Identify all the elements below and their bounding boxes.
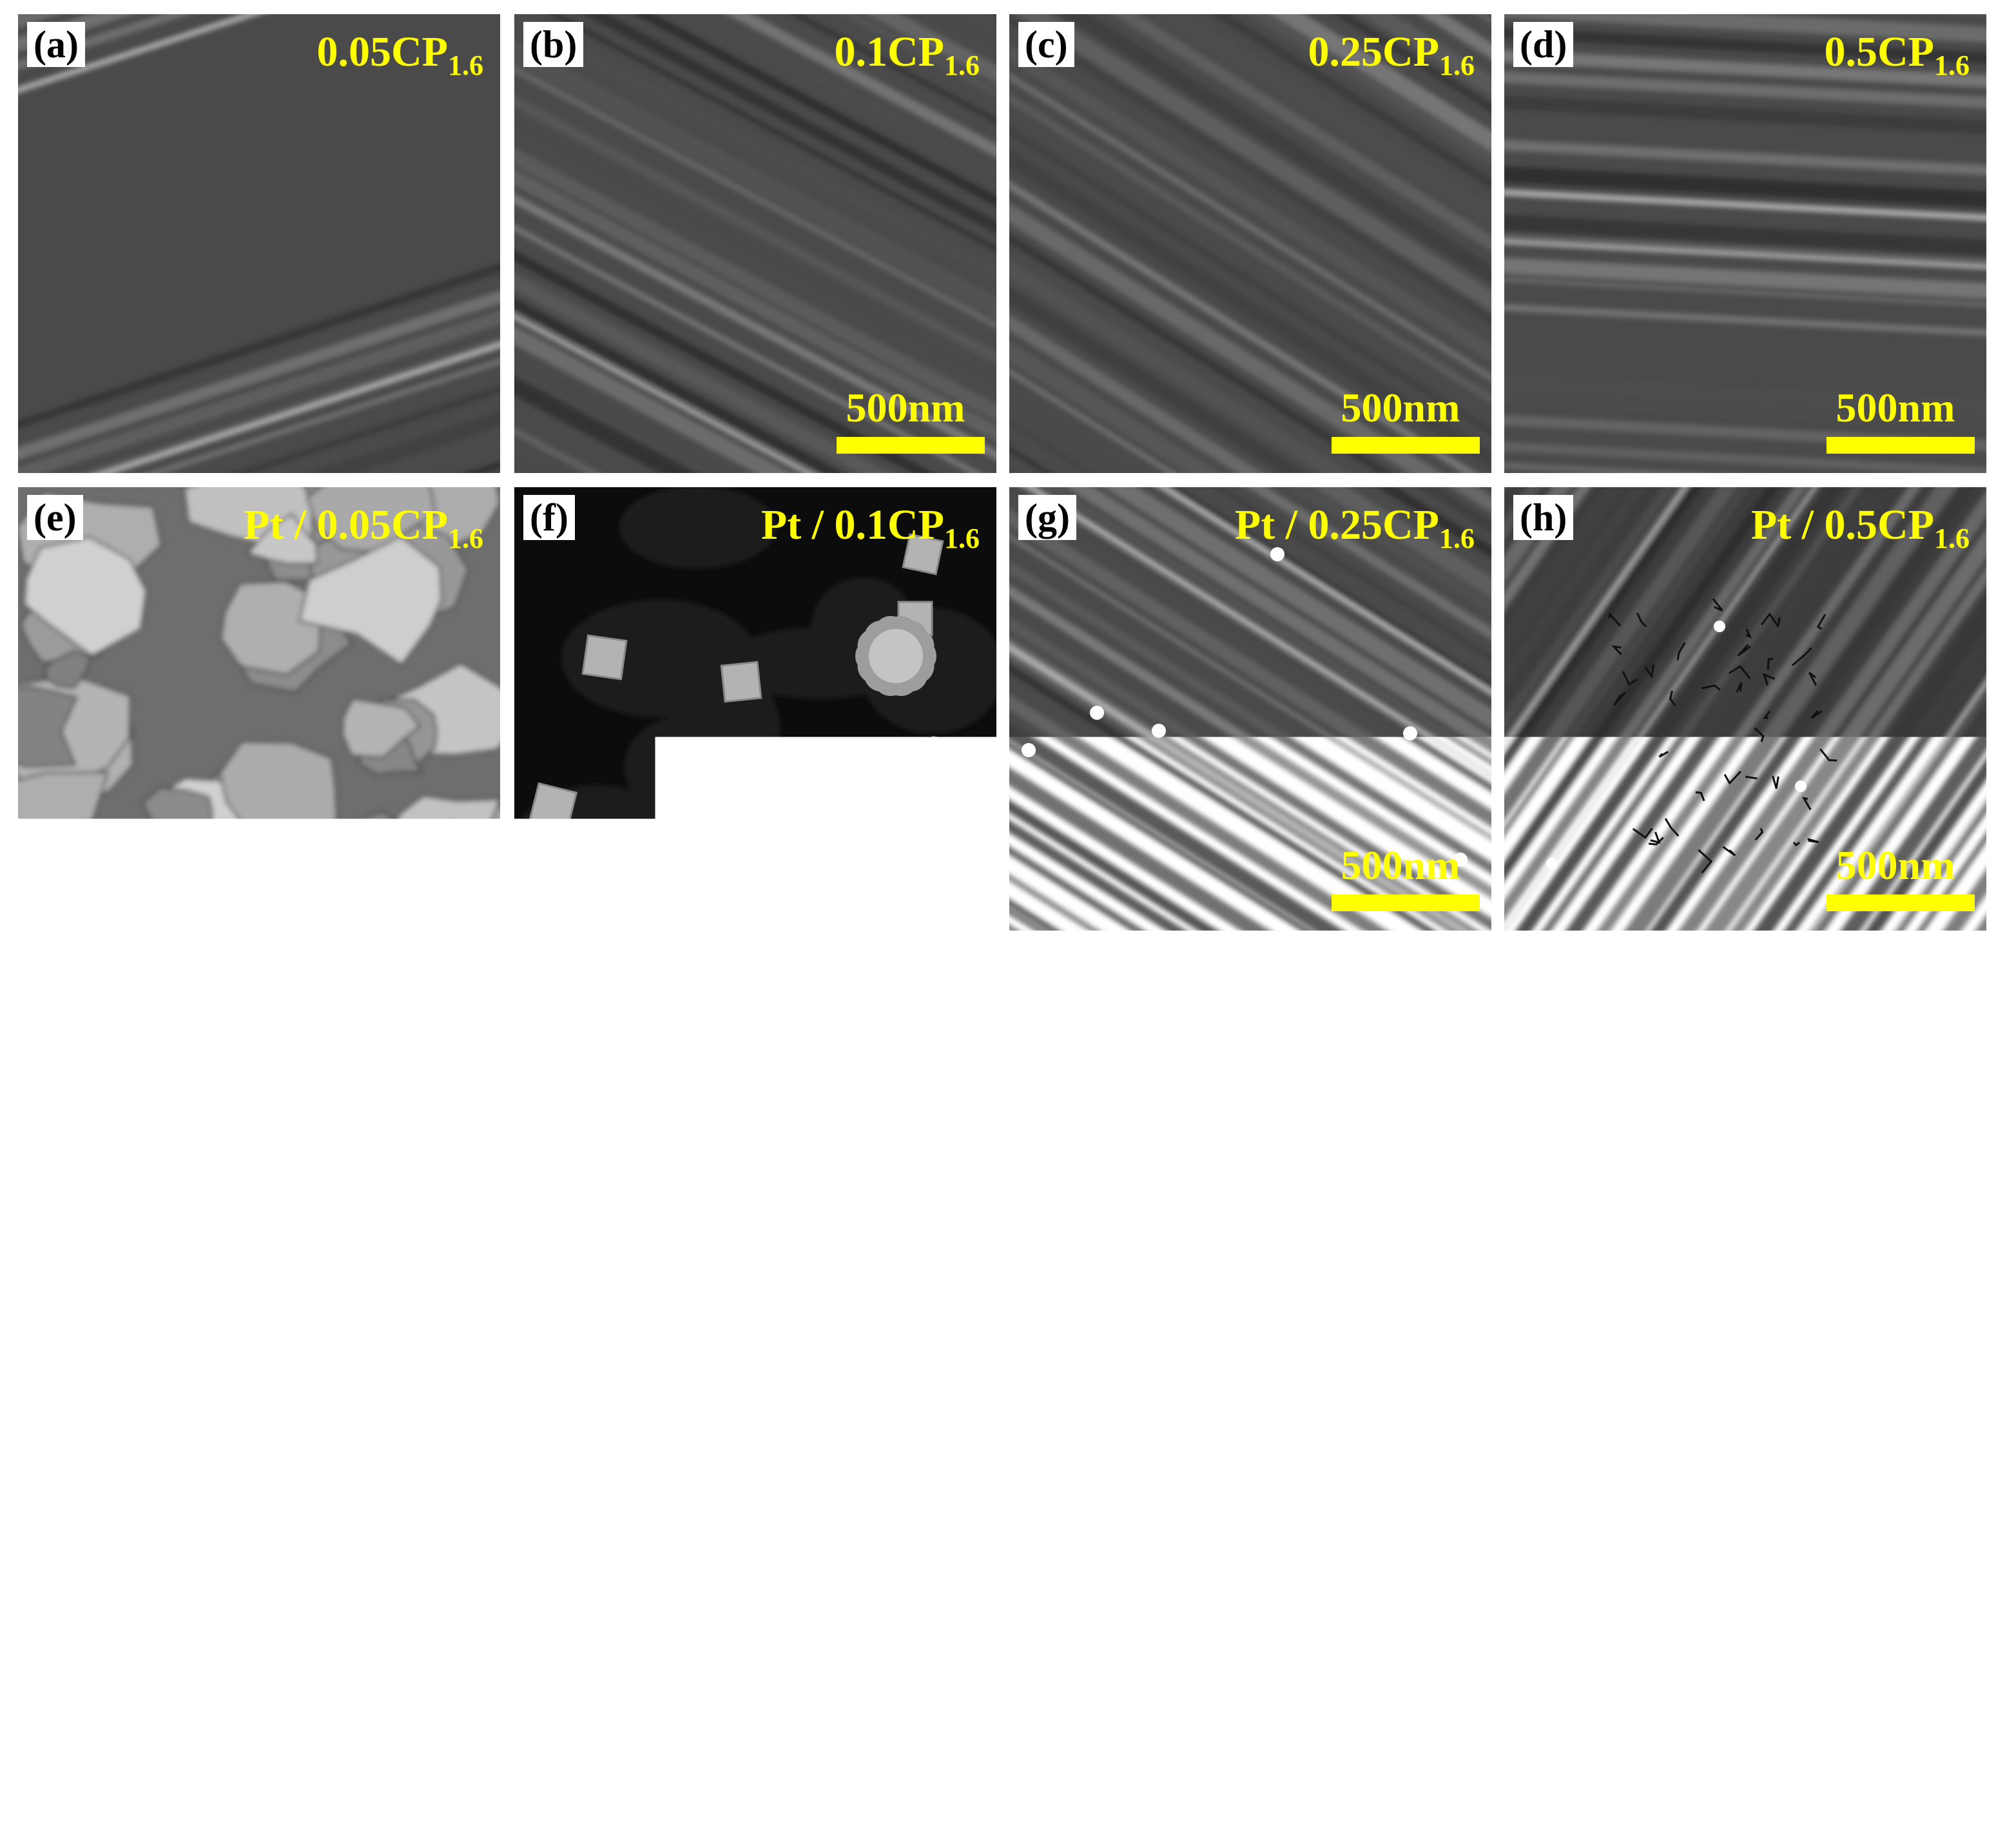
sample-label: 0.05CP1.6	[317, 30, 483, 75]
series-label: Pt / 0.25CP1.6	[1836, 1164, 1967, 1195]
series-label: 0.05CP1.6	[871, 1502, 962, 1533]
y-axis-label: Intensity (a.u.)	[1061, 1259, 1100, 1477]
plot-frame	[1118, 1030, 1982, 1706]
peak-label: Pt(200)	[1450, 1554, 1476, 1627]
series-line	[103, 1150, 977, 1308]
series-label: Pt / 0.5CP1.6	[1848, 1005, 1967, 1027]
sample-label: Pt / 0.05CP1.6	[244, 503, 483, 548]
x-tick-label: 70	[815, 1717, 848, 1754]
peak-label: C(002)	[218, 1557, 244, 1624]
sample-label: 0.5CP1.6	[1825, 30, 1970, 75]
sample-label: Pt / 0.5CP1.6	[1751, 503, 1970, 548]
series-label: 0.5CP1.6	[882, 1005, 962, 1027]
sem-panel-e: (e) Pt / 0.05CP1.6 500nm	[18, 487, 500, 931]
peak-label: C(004)	[630, 1557, 656, 1624]
scale-bar-label: 500nm	[831, 844, 980, 887]
series-line	[103, 1005, 977, 1139]
panel-letter: (e)	[27, 495, 83, 540]
chart-panel-letter: (i)	[115, 1035, 159, 1087]
panel-letter: (f)	[523, 495, 575, 540]
scale-bar	[837, 894, 985, 911]
series-line	[103, 1355, 977, 1476]
y-axis-label: Intensity (a.u.)	[46, 1259, 85, 1477]
series-label: 0.1CP1.6	[882, 1333, 962, 1364]
peak-label: Pt(220)	[1759, 1554, 1785, 1627]
series-label: Pt / 0.1CP1.6	[1848, 1333, 1967, 1364]
sem-panel-h: (h) Pt / 0.5CP1.6 500nm	[1504, 487, 1986, 931]
scale-bar	[1332, 437, 1480, 454]
x-tick-label: 30	[1245, 1717, 1279, 1754]
x-tick-label: 20	[86, 1717, 120, 1754]
panel-letter: (h)	[1513, 495, 1573, 540]
xrd-chart-i: (i) 0.5CP1.6 0.25CP1.6 0.1CP1.6 0.05CP1.6 C(0…	[26, 1005, 1018, 1833]
sample-label: 0.1CP1.6	[835, 30, 980, 75]
scale-bar	[1827, 437, 1975, 454]
sem-panel-g: (g) Pt / 0.25CP1.6 500nm	[1009, 487, 1491, 931]
xrd-plot-j: (j) Pt / 0.5CP1.6 Pt / 0.25CP1.6 Pt / 0.1CP…	[1038, 1005, 2016, 1833]
x-tick-label: 40	[378, 1717, 411, 1754]
x-tick-label: 20	[1101, 1717, 1134, 1754]
sample-label: Pt / 0.1CP1.6	[761, 503, 980, 548]
series-label: Pt / 0.05CP1.6	[1836, 1502, 1967, 1533]
x-tick-label: 80	[960, 1717, 994, 1754]
scale-bar-label: 500nm	[335, 387, 483, 429]
xrd-plot-i: (i) 0.5CP1.6 0.25CP1.6 0.1CP1.6 0.05CP1.6 C(0…	[26, 1005, 1018, 1833]
scale-bar	[837, 437, 985, 454]
scale-bar	[340, 894, 489, 911]
x-tick-label: 60	[1678, 1717, 1711, 1754]
scale-bar-label: 500nm	[1821, 844, 1970, 887]
sem-panel-a: (a) 0.05CP1.6 500nm	[18, 14, 500, 473]
x-tick-label: 60	[669, 1717, 703, 1754]
x-tick-label: 50	[1533, 1717, 1567, 1754]
panel-letter: (a)	[27, 22, 85, 67]
peak-label: Pt(111)	[1357, 1556, 1382, 1625]
sem-panel-f: (f) Pt / 0.1CP1.6 500nm	[514, 487, 996, 931]
panel-letter: (b)	[523, 22, 583, 67]
x-tick-label: 30	[232, 1717, 266, 1754]
series-label: 0.25CP1.6	[871, 1164, 962, 1195]
scale-bar-label: 500nm	[1326, 844, 1475, 887]
scale-bar	[1827, 894, 1975, 911]
x-tick-label: 70	[1821, 1717, 1855, 1754]
xrd-chart-j: (j) Pt / 0.5CP1.6 Pt / 0.25CP1.6 Pt / 0.1CP…	[1038, 1005, 2016, 1833]
x-axis-label: 2θ (degree)	[1468, 1772, 1633, 1811]
panel-letter: (c)	[1018, 22, 1074, 67]
scale-bar-label: 500nm	[1326, 387, 1475, 429]
series-line	[1118, 1005, 1982, 1139]
x-axis-label: 2θ (degree)	[458, 1772, 623, 1811]
sem-panel-c: (c) 0.25CP1.6 500nm	[1009, 14, 1491, 473]
scale-bar-label: 500nm	[335, 844, 483, 887]
chart-panel-letter: (j)	[1129, 1035, 1176, 1087]
sample-label: 0.25CP1.6	[1308, 30, 1475, 75]
sem-panel-b: (b) 0.1CP1.6 500nm	[514, 14, 996, 473]
scale-bar	[340, 437, 489, 454]
panel-letter: (d)	[1513, 22, 1573, 67]
scale-bar-label: 500nm	[831, 387, 980, 429]
x-tick-label: 40	[1389, 1717, 1422, 1754]
sem-panel-d: (d) 0.5CP1.6 500nm	[1504, 14, 1986, 473]
scale-bar	[1332, 894, 1480, 911]
sample-label: Pt / 0.25CP1.6	[1235, 503, 1475, 548]
x-tick-label: 80	[1966, 1717, 1999, 1754]
peak-label: C(002)	[1159, 1557, 1185, 1624]
peak-label: C(004)	[1565, 1557, 1591, 1624]
scale-bar-label: 500nm	[1821, 387, 1970, 429]
panel-letter: (g)	[1018, 495, 1076, 540]
x-tick-label: 50	[523, 1717, 557, 1754]
